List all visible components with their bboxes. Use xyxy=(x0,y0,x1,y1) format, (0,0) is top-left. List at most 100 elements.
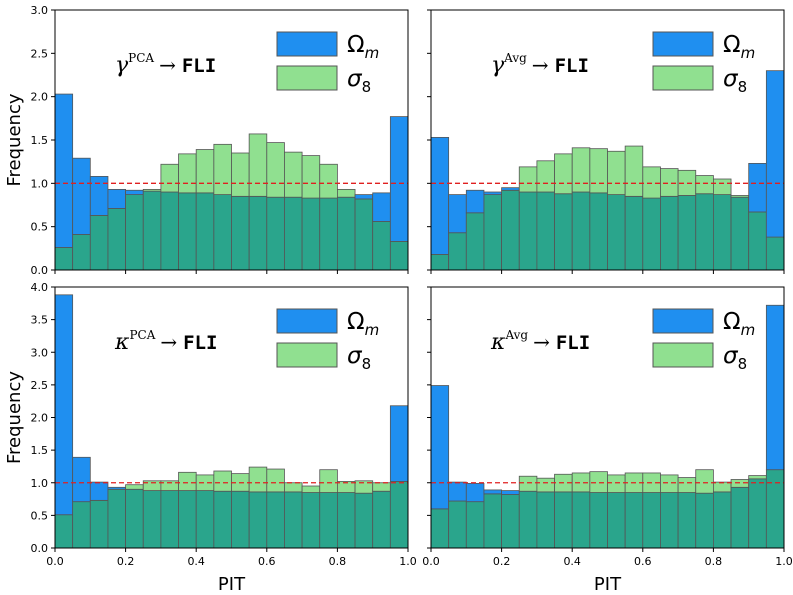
legend-subscript: 8 xyxy=(362,355,372,373)
bar-omega xyxy=(483,191,503,195)
x-axis-label: PIT xyxy=(594,574,622,595)
legend-symbol: Ω xyxy=(723,32,741,58)
bar-omega xyxy=(448,194,467,234)
legend-label: Ωm xyxy=(347,32,379,62)
panel-label-sup: PCA xyxy=(128,51,154,65)
bar-overlap xyxy=(642,197,661,271)
bar-omega xyxy=(765,70,785,238)
legend-symbol: Ω xyxy=(723,309,741,335)
panel-label: γAvg → FLI xyxy=(491,51,589,78)
bar-sigma xyxy=(336,188,356,198)
bar-overlap xyxy=(266,196,285,271)
bar-sigma xyxy=(125,484,144,490)
bar-overlap xyxy=(589,192,608,271)
bar-sigma xyxy=(266,142,285,198)
bar-overlap xyxy=(231,490,250,549)
legend-label: σ8 xyxy=(347,66,371,96)
bar-sigma xyxy=(195,149,215,194)
panel-label-target: FLI xyxy=(183,332,217,354)
bar-overlap xyxy=(695,193,714,271)
bar-overlap xyxy=(107,208,126,271)
bar-overlap xyxy=(54,514,74,549)
panel-label-symbol: γ xyxy=(115,53,129,78)
x-tick-label: 0.0 xyxy=(422,555,440,568)
bar-omega xyxy=(430,136,450,255)
y-tick-label: 0.0 xyxy=(31,264,49,277)
y-tick-label: 3.0 xyxy=(31,346,49,359)
bar-overlap xyxy=(142,490,162,549)
bar-overlap xyxy=(319,197,338,271)
legend-subscript: 8 xyxy=(738,355,748,373)
bar-sigma xyxy=(319,163,338,199)
bar-overlap xyxy=(571,491,591,549)
panel-label-symbol: κ xyxy=(114,330,130,355)
bar-omega xyxy=(107,486,126,490)
bar-overlap xyxy=(142,190,162,271)
bar-omega xyxy=(748,162,767,213)
bar-overlap xyxy=(213,490,232,549)
bar-overlap xyxy=(448,232,467,271)
bar-sigma xyxy=(589,148,608,194)
bar-overlap xyxy=(695,492,714,549)
bar-sigma xyxy=(695,469,714,494)
legend-label: Ωm xyxy=(723,309,755,339)
bar-sigma xyxy=(213,470,232,492)
bar-overlap xyxy=(284,491,303,549)
legend-swatch xyxy=(652,308,714,334)
bar-overlap xyxy=(483,194,503,271)
bar-overlap xyxy=(266,491,285,549)
bar-overlap xyxy=(195,490,215,549)
bar-omega xyxy=(465,483,485,503)
bar-overlap xyxy=(730,196,750,271)
legend-swatch xyxy=(276,31,338,57)
bar-overlap xyxy=(319,492,338,549)
bar-overlap xyxy=(195,192,215,271)
legend-subscript: m xyxy=(741,44,756,62)
bar-overlap xyxy=(336,492,356,549)
bar-sigma xyxy=(571,147,591,193)
bar-overlap xyxy=(448,500,467,549)
bar-overlap xyxy=(160,191,179,271)
x-tick-label: 0.2 xyxy=(117,555,135,568)
x-tick-label: 0.8 xyxy=(329,555,347,568)
panel-label-target: FLI xyxy=(182,55,216,77)
y-tick-label: 4.0 xyxy=(31,281,49,294)
panel-label-arrow: → xyxy=(532,53,549,77)
panel-bottom-left: 0.0 0.5 1.0 1.5 2.0 2.5 3.0 3.5 4.0 0.0 0.2 0.4 0.6 0… xyxy=(4,281,417,595)
bar-sigma xyxy=(301,155,321,199)
bar-overlap xyxy=(231,195,250,271)
bar-overlap xyxy=(730,486,750,549)
y-tick-label: 0.5 xyxy=(31,509,49,522)
panel-label-arrow: → xyxy=(533,330,550,354)
bar-omega xyxy=(501,490,520,495)
y-tick-label: 1.0 xyxy=(31,477,49,490)
bar-overlap xyxy=(677,492,697,549)
bar-omega xyxy=(125,189,144,195)
bar-overlap xyxy=(660,195,679,271)
panel-label-target: FLI xyxy=(555,55,589,77)
bar-overlap xyxy=(518,191,538,271)
y-tick-label: 1.5 xyxy=(31,444,49,457)
x-tick-label: 0.4 xyxy=(187,555,205,568)
bar-overlap xyxy=(501,189,520,271)
bar-sigma xyxy=(695,175,714,195)
bar-omega xyxy=(107,188,126,209)
bar-sigma xyxy=(730,195,750,198)
bar-sigma xyxy=(518,475,538,492)
panel-top-left: 0.0 0.5 1.0 1.5 2.0 2.5 3.0 Frequency γPCA → FLI Ωm… xyxy=(4,4,409,277)
bar-sigma xyxy=(319,469,338,493)
bar-omega xyxy=(765,304,785,471)
legend-subscript: m xyxy=(741,321,756,339)
bar-omega xyxy=(354,194,374,200)
bar-overlap xyxy=(677,195,697,271)
bar-sigma xyxy=(748,475,767,480)
bar-overlap xyxy=(571,191,591,271)
y-tick-label: 2.0 xyxy=(31,412,49,425)
x-tick-label: 1.0 xyxy=(399,555,417,568)
legend-symbol: σ xyxy=(723,66,739,92)
bar-overlap xyxy=(89,214,109,271)
bar-omega xyxy=(89,481,109,501)
bar-sigma xyxy=(178,471,197,491)
